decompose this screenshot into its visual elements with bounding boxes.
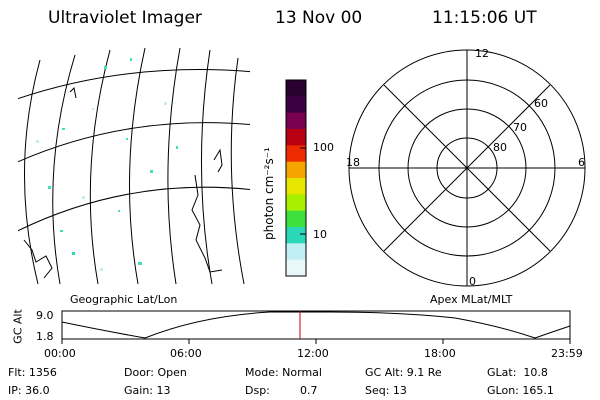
- colorbar-segment: [286, 161, 306, 179]
- observation-time: 11:15:06 UT: [432, 8, 537, 28]
- colorbar-segment: [286, 194, 306, 212]
- colorbar-tick-100: 100: [313, 141, 334, 154]
- gain-readout: Gain: 13: [124, 384, 171, 397]
- dsp-value: 0.7: [300, 384, 318, 397]
- seq-readout: Seq: 13: [365, 384, 407, 397]
- longitude-line: [24, 59, 41, 284]
- glon-readout: GLon: 165.1: [487, 384, 554, 397]
- colorbar-segment: [286, 80, 306, 97]
- latitude-line: [18, 69, 250, 100]
- mlt-label-12: 12: [475, 47, 489, 60]
- gc-alt-readout: GC Alt: 9.1 Re: [365, 366, 442, 379]
- observation-date: 13 Nov 00: [275, 8, 363, 28]
- colorbar-segment: [286, 178, 306, 195]
- ip-readout: IP: 36.0: [8, 384, 50, 397]
- longitude-line: [52, 54, 76, 284]
- longitude-line: [230, 57, 245, 284]
- dsp-label: Dsp:: [245, 384, 270, 397]
- longitude-line: [201, 49, 213, 284]
- timeline-tick: 12:00: [297, 347, 329, 360]
- polar-caption: Apex MLat/MLT: [430, 293, 513, 306]
- colorbar-unit-label: photon cm⁻²s⁻¹: [262, 147, 276, 240]
- colorbar-segment: [286, 227, 306, 244]
- colorbar-tick-10: 10: [313, 228, 327, 241]
- door-readout: Door: Open: [124, 366, 187, 379]
- mlt-label-18: 18: [346, 156, 360, 169]
- colorbar-segment: [286, 112, 306, 130]
- coastline: [23, 239, 53, 279]
- colorbar-segment: [286, 243, 306, 261]
- timeline-y-max: 9.0: [36, 309, 54, 322]
- timeline-tick: 23:59: [551, 347, 583, 360]
- coastline: [69, 86, 77, 99]
- glat-readout: GLat: 10.8: [487, 366, 548, 379]
- longitude-line: [167, 47, 181, 284]
- mlat-label-70: 70: [513, 121, 527, 134]
- timeline-y-label: GC Alt: [11, 309, 25, 344]
- mlat-label-60: 60: [534, 97, 548, 110]
- timeline-y-min: 1.8: [36, 330, 54, 343]
- longitude-line: [89, 49, 111, 284]
- instrument-title: Ultraviolet Imager: [48, 8, 202, 28]
- mlt-label-0: 0: [469, 275, 476, 288]
- longitude-line: [128, 47, 146, 284]
- geographic-caption: Geographic Lat/Lon: [70, 293, 178, 306]
- mode-readout: Mode: Normal: [245, 366, 322, 379]
- latitude-line: [18, 186, 250, 232]
- timeline-tick: 18:00: [424, 347, 456, 360]
- colorbar-segment: [286, 145, 306, 163]
- altitude-curve: [61, 311, 571, 339]
- coastline: [191, 174, 223, 273]
- colorbar-segment: [286, 96, 306, 114]
- latitude-line: [18, 122, 250, 163]
- timeline-tick: 06:00: [170, 347, 202, 360]
- timeline-tick: 00:00: [44, 347, 76, 360]
- colorbar-segment: [286, 129, 306, 146]
- mlt-label-6: 6: [578, 156, 585, 169]
- aurora-speckles: [36, 58, 178, 271]
- colorbar-segment: [286, 259, 306, 277]
- flight-readout: Flt: 1356: [8, 366, 57, 379]
- coastline: [213, 148, 223, 173]
- colorbar-segment: [286, 210, 306, 228]
- mlat-label-80: 80: [493, 141, 507, 154]
